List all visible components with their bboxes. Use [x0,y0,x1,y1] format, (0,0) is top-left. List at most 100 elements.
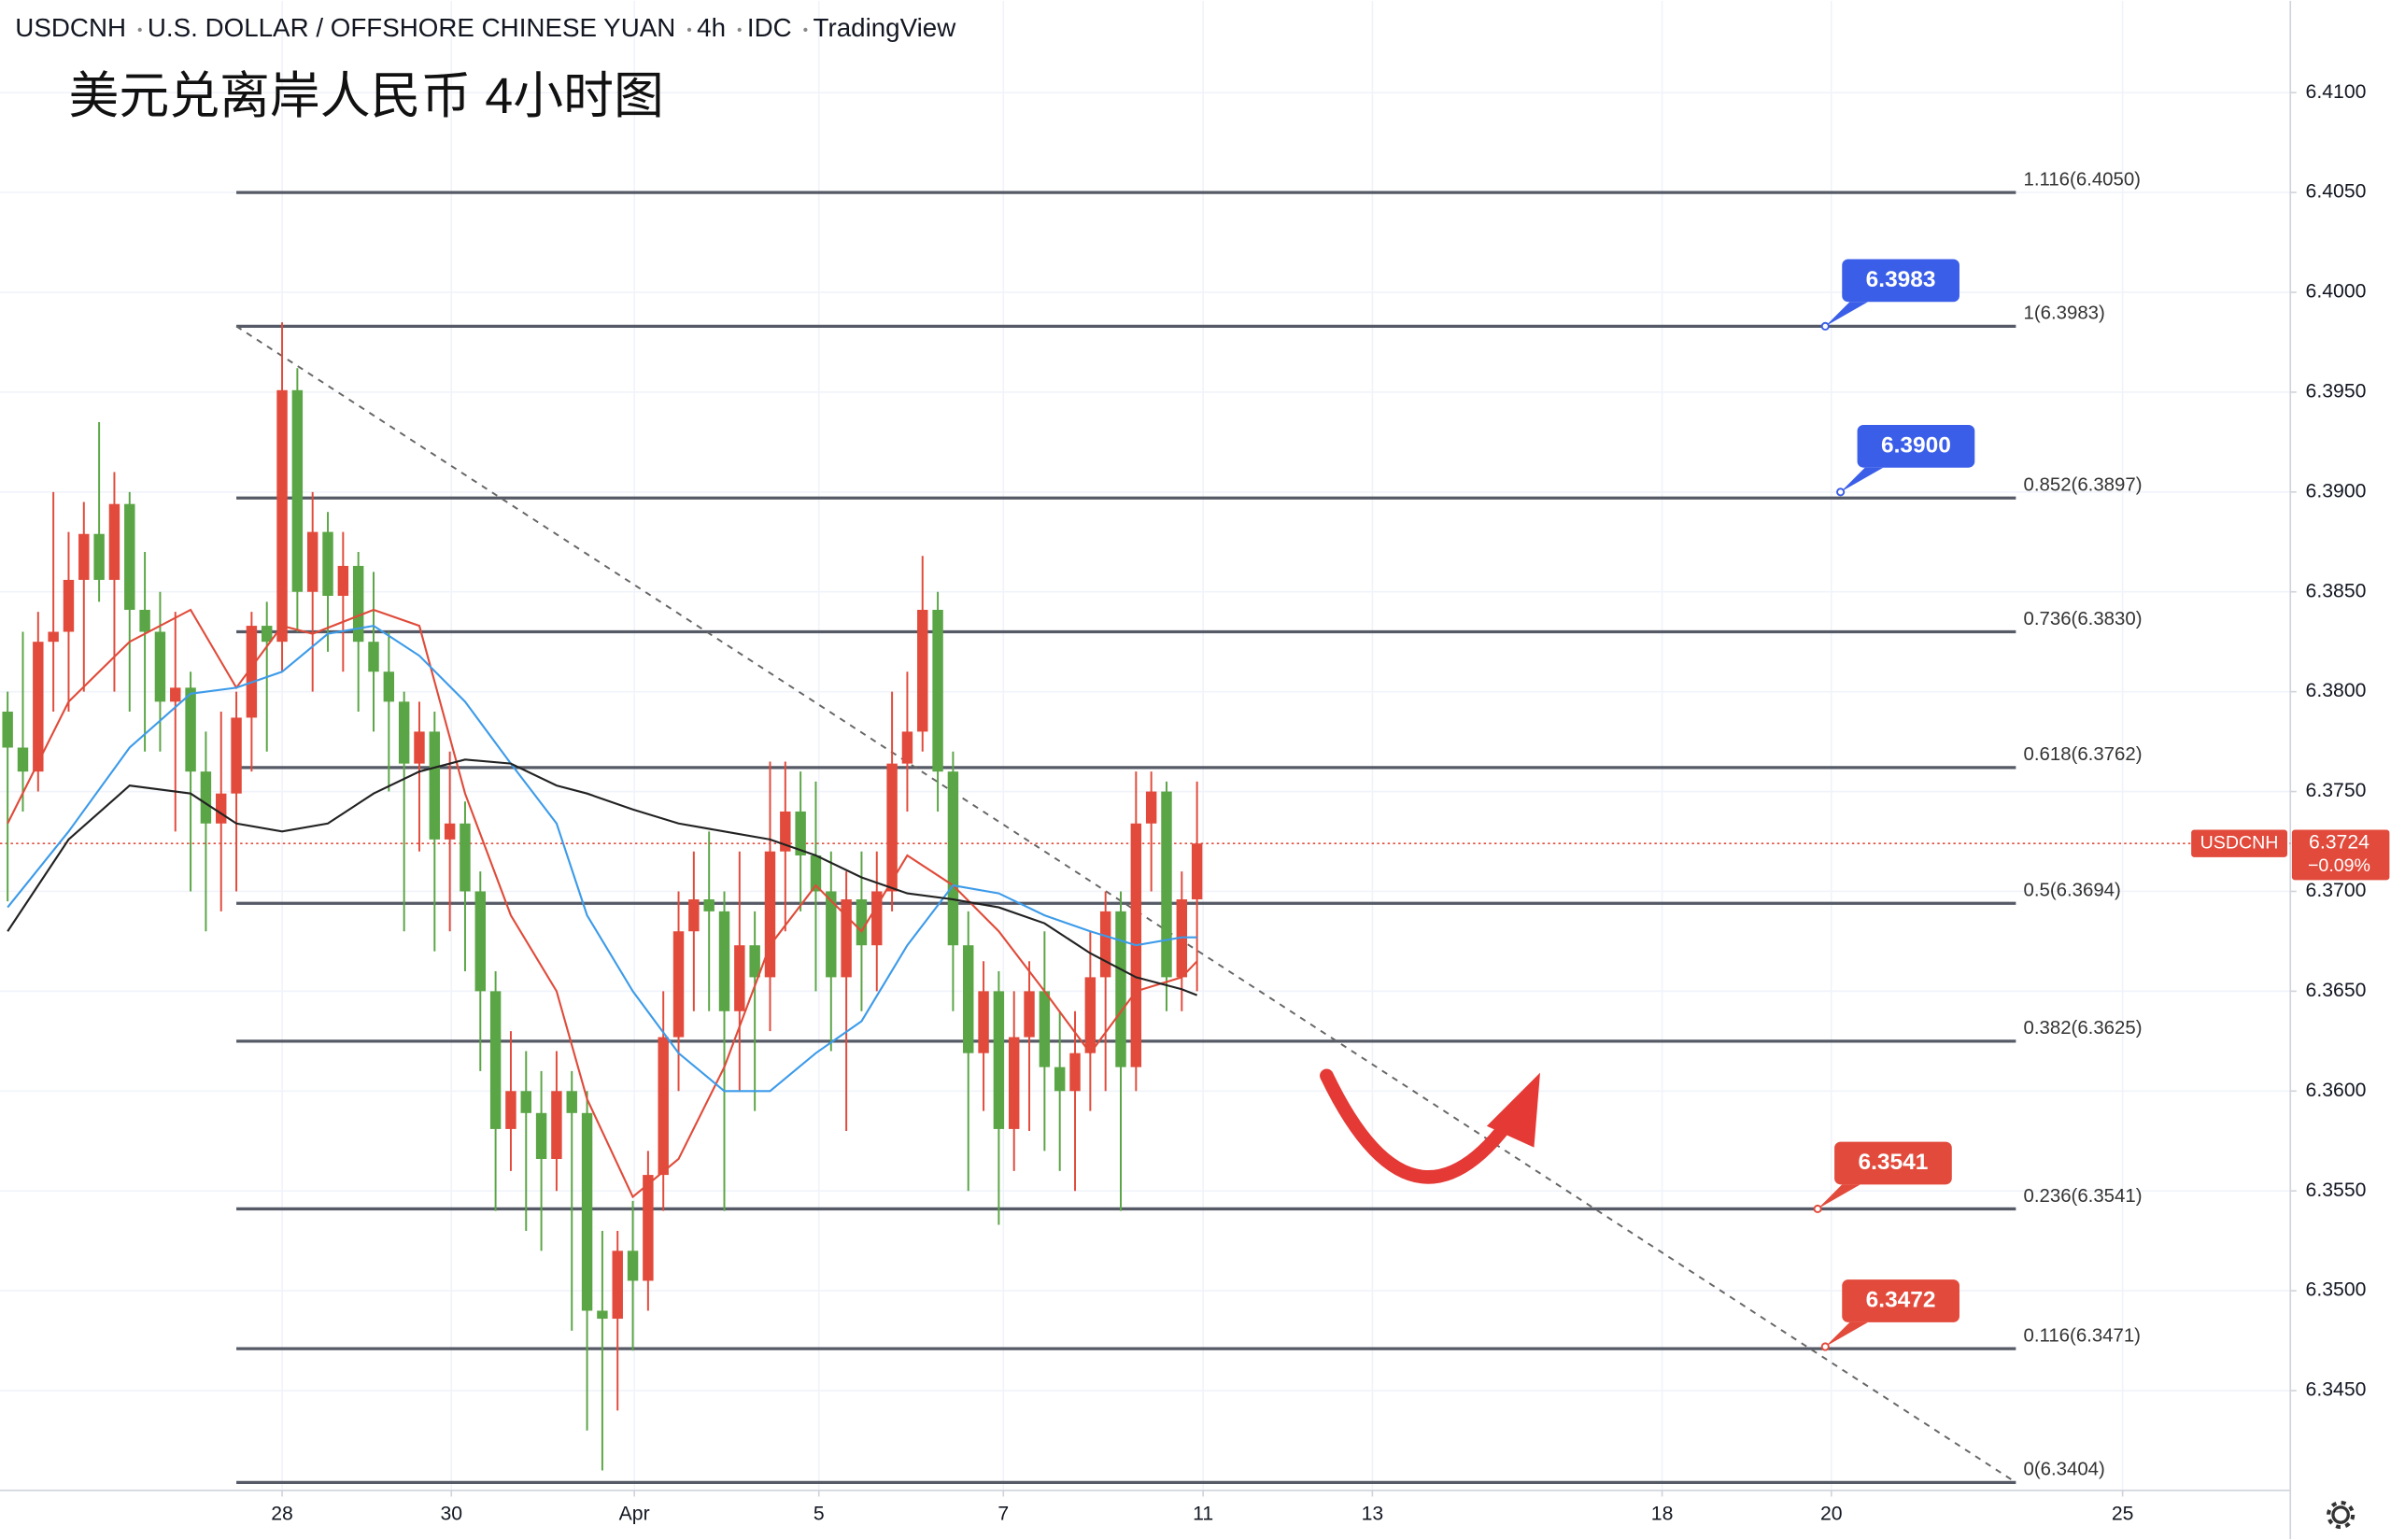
candle-body [33,642,44,772]
candle-body [48,631,59,643]
moving-average-line [7,758,1198,996]
candle-body [17,747,29,772]
header-separator [137,27,142,32]
candle-body [246,626,258,718]
fib-level-label: 0.5(6.3694) [2024,881,2121,901]
price-tag-value: 6.3724 [2309,832,2370,854]
callout-box [1857,424,1975,468]
candle-body [1115,911,1126,1067]
callout-label: 6.3900 [1881,432,1951,458]
candle-body [1054,1067,1066,1092]
candle-body [154,631,166,702]
gear-ring[interactable] [2331,1505,2350,1524]
candle-body [963,945,974,1053]
fib-level-label: 1.116(6.4050) [2024,169,2141,190]
symbol-tag [2191,829,2287,857]
candle-body [291,389,304,592]
candle-body [489,991,502,1129]
y-tick-label: 6.4000 [2306,281,2367,303]
candle-body [581,1112,593,1311]
callout-anchor [1813,1204,1822,1214]
fib-level-label: 0(6.3404) [2024,1460,2105,1480]
settings-icon[interactable] [2327,1500,2356,1530]
candle-body [551,1091,562,1159]
candle-body [917,609,928,732]
candle-body [856,899,868,946]
forecast-arrow [1320,1068,1532,1184]
callout-anchor [1820,1342,1830,1351]
callout-pointer [1825,302,1868,327]
fib-level-label: 0.236(6.3541) [2024,1186,2143,1207]
candle-body [383,671,395,702]
fib-level-label: 1(6.3983) [2024,304,2105,324]
price-callout: 6.3983 [1820,259,1959,331]
candle-body [795,811,806,855]
candle-body [108,503,120,580]
candle-body [1161,791,1172,978]
candle-body [734,945,745,1011]
moving-average-line [7,624,1197,1093]
candle-body [170,687,181,702]
x-tick-label: 25 [2112,1504,2134,1525]
x-tick-label: 13 [1362,1504,1384,1525]
candle-body [932,609,943,772]
candle-body [1024,991,1035,1038]
y-tick-label: 6.3700 [2306,880,2367,901]
candle-body [124,503,135,610]
header-item: USDCNH [15,13,126,42]
candle-body [460,823,471,892]
y-tick-label: 6.3950 [2306,381,2367,403]
header: USDCNH U.S. DOLLAR / OFFSHORE CHINESE YUA… [15,13,956,42]
candle-body [474,891,486,992]
candle-body [672,931,685,1038]
header-item: TradingView [814,13,957,42]
candle-body [322,531,333,597]
y-tick-label: 6.3550 [2306,1180,2367,1201]
candle-body [429,731,441,840]
x-tick-label: 30 [440,1504,462,1525]
fib-level-label: 0.736(6.3830) [2024,609,2143,629]
candle-body [688,899,700,932]
gear-teeth[interactable] [2327,1500,2356,1530]
callout-box [1842,259,1959,303]
callout-label: 6.3983 [1866,267,1936,292]
candle-body [947,771,959,946]
header-separator [737,27,742,32]
candle-body [718,911,730,1011]
y-tick-label: 6.3450 [2306,1379,2367,1401]
x-tick-label: 20 [1820,1504,1843,1525]
candle-body [749,945,760,978]
price-callout: 6.3900 [1836,424,1975,497]
callout-pointer [1825,1321,1868,1347]
header-item: 4h [697,13,726,42]
candle-body [810,855,822,892]
candle-body [306,531,318,592]
y-tick-label: 6.4100 [2306,81,2367,103]
fib-level-label: 0.382(6.3625) [2024,1018,2143,1038]
candle-body [276,389,288,643]
header-item: U.S. DOLLAR / OFFSHORE CHINESE YUAN [148,13,675,42]
x-tick-label: 5 [814,1504,825,1525]
candle-body [886,763,898,892]
candle-body [368,642,379,672]
candle-body [826,891,837,978]
y-tick-label: 6.3600 [2306,1080,2367,1101]
candle-body [703,899,714,911]
x-tick-label: 28 [271,1504,293,1525]
y-tick-label: 6.3650 [2306,980,2367,1001]
x-tick-label: 11 [1193,1504,1213,1525]
fib-level-label: 0.116(6.3471) [2024,1325,2141,1346]
candle-body [262,626,273,643]
candle-body [2,712,13,748]
candle-body [337,565,349,597]
callout-label: 6.3541 [1859,1150,1929,1175]
candle-body [200,771,212,824]
y-tick-label: 6.3800 [2306,680,2367,701]
moving-average-line [7,608,1198,1199]
candle-body [1084,977,1096,1053]
candle-body [398,701,410,764]
chart-title: 美元兑离岸人民币 4小时图 [68,68,663,124]
y-tick-label: 6.4050 [2306,181,2367,203]
candle-body [93,533,105,580]
